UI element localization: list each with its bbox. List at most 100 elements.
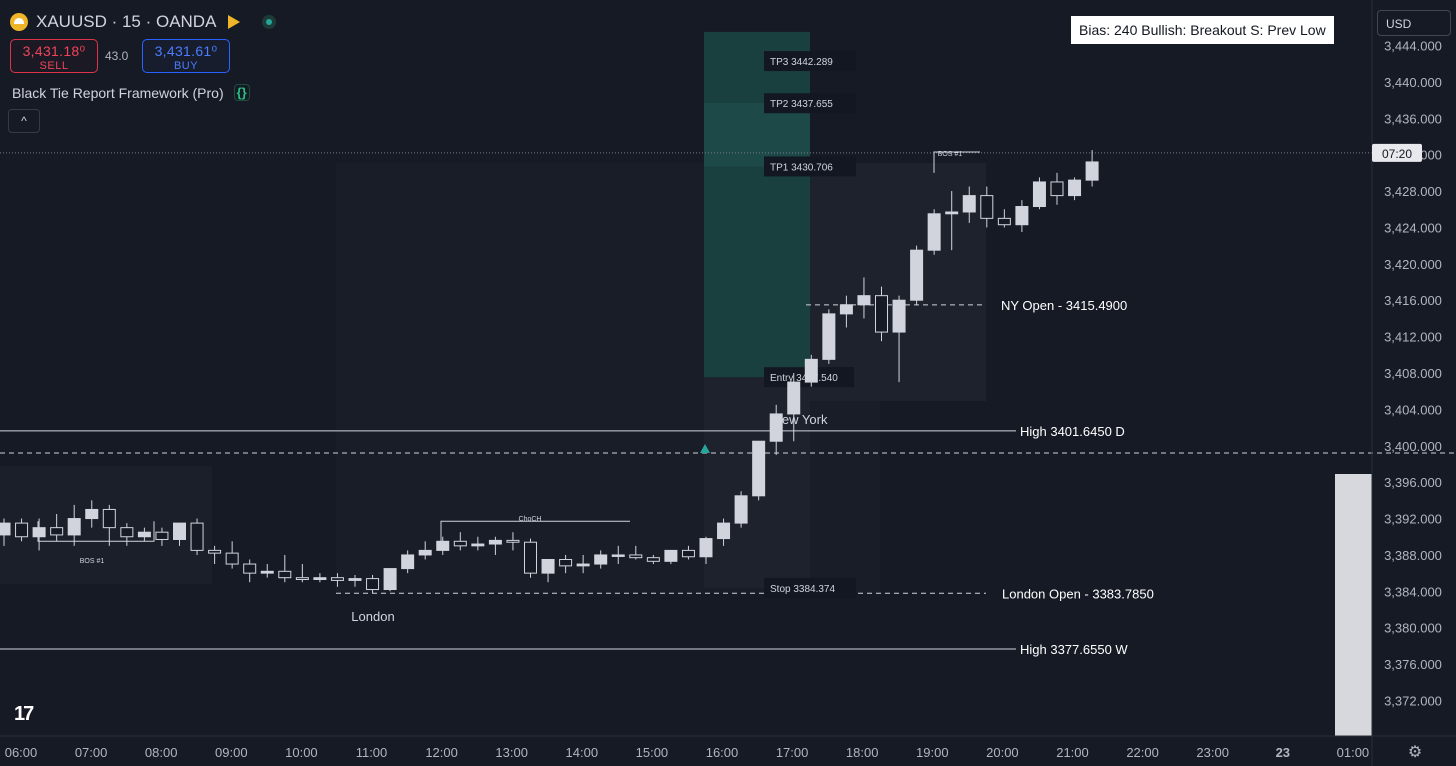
candle	[436, 540, 450, 551]
oanda-logo-icon	[10, 13, 28, 31]
candle	[401, 554, 415, 570]
candle	[85, 508, 99, 520]
indicator-name: Black Tie Report Framework (Pro)	[12, 84, 224, 101]
target-zone-inner	[704, 103, 810, 167]
candle	[50, 527, 64, 536]
sell-button[interactable]: 3,431.18⁰ SELL	[10, 39, 98, 73]
time-tick: 23:00	[1196, 745, 1229, 760]
candle	[32, 527, 46, 538]
candle	[524, 541, 537, 574]
indicator-legend[interactable]: Black Tie Report Framework (Pro) {}	[12, 84, 250, 101]
candle	[769, 413, 783, 442]
price-tick: 3,376.000	[1384, 657, 1442, 672]
candle	[611, 554, 625, 557]
candle	[383, 568, 397, 591]
time-tick: 18:00	[846, 745, 879, 760]
collapse-legend-button[interactable]: ^	[8, 109, 40, 133]
candle	[1068, 179, 1082, 197]
price-tick: 3,444.000	[1384, 39, 1442, 54]
price-tick: 3,396.000	[1384, 475, 1442, 490]
candle	[822, 313, 836, 360]
time-tick: 13:00	[495, 745, 528, 760]
level-label: NY Open - 3415.4900	[1001, 298, 1127, 313]
candle	[15, 522, 29, 538]
candle	[453, 540, 467, 547]
bos-bracket	[933, 151, 980, 173]
trade-level-label: Entry 3407.540	[770, 373, 838, 384]
symbol-header[interactable]: XAUUSD · 15 · OANDA	[10, 11, 277, 33]
candle	[681, 549, 695, 558]
candle	[208, 549, 222, 554]
candle	[506, 539, 520, 543]
trade-level-label: TP3 3442.289	[770, 57, 833, 68]
time-tick: 10:00	[285, 745, 318, 760]
price-tick: 3,428.000	[1384, 184, 1442, 199]
time-tick: 14:00	[566, 745, 599, 760]
market-open-icon	[262, 15, 277, 29]
time-tick: 07:00	[75, 745, 108, 760]
price-tick: 3,388.000	[1384, 548, 1442, 563]
candle	[471, 543, 485, 547]
price-tick: 3,404.000	[1384, 402, 1442, 417]
flag-icon[interactable]	[228, 15, 241, 29]
candle	[699, 538, 713, 558]
level-label: London Open - 3383.7850	[1002, 586, 1154, 601]
candle	[102, 508, 116, 529]
trade-level-label: TP2 3437.655	[770, 99, 833, 110]
price-tick: 3,384.000	[1384, 584, 1442, 599]
candle	[980, 195, 994, 219]
time-tick: 22:00	[1126, 745, 1159, 760]
time-tick: 12:00	[425, 745, 458, 760]
candle	[313, 577, 327, 581]
session-label-london: London	[351, 609, 394, 624]
candle	[1050, 181, 1064, 197]
candle	[541, 558, 555, 574]
time-tick: 09:00	[215, 745, 248, 760]
session-label-newyork: New York	[773, 412, 828, 427]
time-tick: 21:00	[1056, 745, 1089, 760]
symbol-title: XAUUSD · 15 · OANDA	[36, 12, 217, 31]
candle	[839, 304, 853, 315]
price-tick: 3,436.000	[1384, 111, 1442, 126]
candle	[752, 440, 766, 497]
price-tick: 3,380.000	[1384, 621, 1442, 636]
candle	[1032, 181, 1046, 208]
candle	[155, 531, 169, 540]
trade-level-tag	[764, 51, 856, 72]
candle	[488, 539, 502, 545]
time-tick: 23	[1276, 745, 1290, 760]
price-tick: 3,392.000	[1384, 512, 1442, 527]
spread-value: 43.0	[105, 49, 129, 63]
candle	[875, 295, 888, 333]
candle	[366, 578, 380, 591]
current-price-tag	[1372, 143, 1422, 162]
tradingview-logo-icon[interactable]: 17	[14, 703, 34, 725]
choch-bracket	[440, 520, 630, 548]
candle	[0, 522, 11, 536]
source-code-icon[interactable]: {}	[233, 84, 250, 101]
candle	[137, 531, 151, 538]
candle	[892, 299, 906, 333]
level-label: High 3377.6550 W	[1020, 642, 1128, 657]
chevron-up-icon: ^	[21, 114, 27, 128]
target-zone	[704, 31, 810, 378]
price-tick: 3,408.000	[1384, 366, 1442, 381]
candle	[348, 578, 362, 581]
currency-select[interactable]: USD	[1377, 10, 1451, 36]
candle	[734, 495, 748, 524]
candle	[418, 549, 432, 556]
price-tick: 3,440.000	[1384, 75, 1442, 90]
price-tick: 3,416.000	[1384, 293, 1442, 308]
candle	[997, 217, 1011, 226]
gear-icon[interactable]: ⚙	[1407, 744, 1423, 761]
candle	[1085, 161, 1099, 181]
time-tick: 08:00	[145, 745, 178, 760]
sell-label: SELL	[39, 60, 69, 72]
time-tick: 11:00	[356, 745, 388, 760]
candle	[559, 558, 573, 567]
price-tick: 3,412.000	[1384, 330, 1442, 345]
trade-level-tag	[764, 156, 856, 177]
buy-label: BUY	[173, 60, 199, 72]
buy-button[interactable]: 3,431.61⁰ BUY	[142, 39, 230, 73]
